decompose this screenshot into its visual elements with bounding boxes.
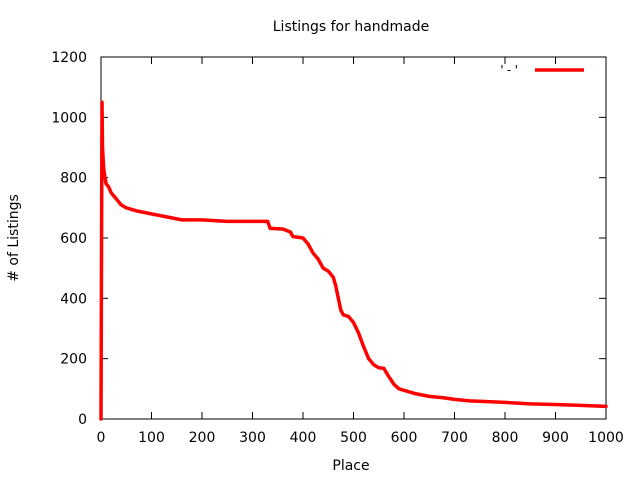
x-tick-label: 100 <box>138 430 165 446</box>
plot-area <box>99 100 608 421</box>
x-tick-label: 300 <box>239 430 266 446</box>
y-tick-label: 800 <box>60 171 87 187</box>
x-tick-label: 200 <box>189 430 216 446</box>
x-axis-label: Place <box>332 458 369 474</box>
y-axis-label: # of Listings <box>6 194 22 282</box>
x-tick-label: 1000 <box>588 430 624 446</box>
chart-title: Listings for handmade <box>273 19 430 35</box>
plot-border <box>100 56 607 420</box>
y-tick-label: 600 <box>60 231 87 247</box>
y-tick-label: 400 <box>60 291 87 307</box>
axes: 0 100 200 300 400 500 600 700 800 900 1000 0 200 400 6… <box>51 50 623 446</box>
x-tick-label: 900 <box>542 430 569 446</box>
y-tick-label: 0 <box>78 412 87 428</box>
y-tick-label: 1000 <box>51 110 87 126</box>
x-tick-label: 500 <box>340 430 367 446</box>
x-tick-label: 400 <box>290 430 317 446</box>
legend: '-' <box>498 63 584 77</box>
x-tick-label: 700 <box>441 430 468 446</box>
x-tick-label: 800 <box>492 430 519 446</box>
y-tick-label: 1200 <box>51 50 87 66</box>
y-tick-label: 200 <box>60 352 87 368</box>
legend-label: '-' <box>498 63 520 77</box>
x-tick-label: 600 <box>391 430 418 446</box>
x-tick-label: 0 <box>97 430 106 446</box>
series-line <box>99 100 608 421</box>
